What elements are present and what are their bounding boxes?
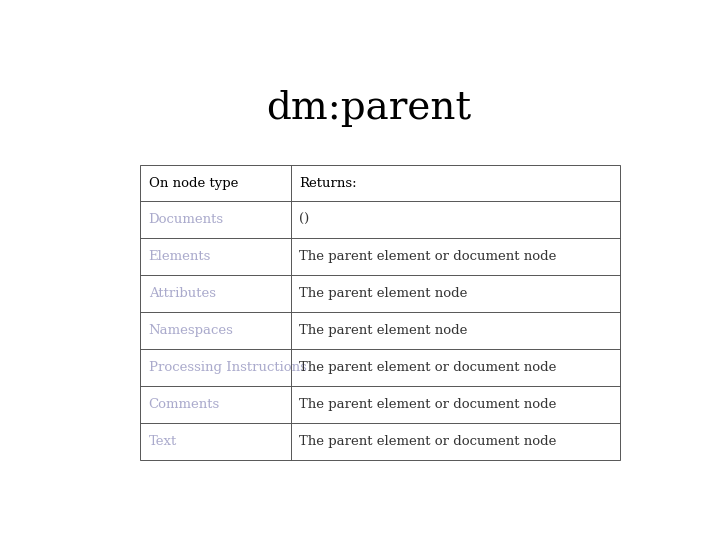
Bar [140,165,620,460]
Text: Namespaces: Namespaces [148,324,233,337]
Text: On node type: On node type [148,177,238,190]
Text: Processing Instructions: Processing Instructions [148,361,307,374]
Text: (): () [300,213,310,226]
Text: Comments: Comments [148,398,220,411]
Text: The parent element or document node: The parent element or document node [300,251,557,264]
Text: The parent element node: The parent element node [300,324,467,337]
Text: The parent element node: The parent element node [300,287,467,300]
Text: Attributes: Attributes [148,287,215,300]
Text: Elements: Elements [148,251,211,264]
Text: The parent element or document node: The parent element or document node [300,398,557,411]
Text: Documents: Documents [148,213,224,226]
Text: Returns:: Returns: [300,177,357,190]
Text: Text: Text [148,435,177,448]
Text: The parent element or document node: The parent element or document node [300,435,557,448]
Text: The parent element or document node: The parent element or document node [300,361,557,374]
Text: dm:parent: dm:parent [266,90,472,127]
